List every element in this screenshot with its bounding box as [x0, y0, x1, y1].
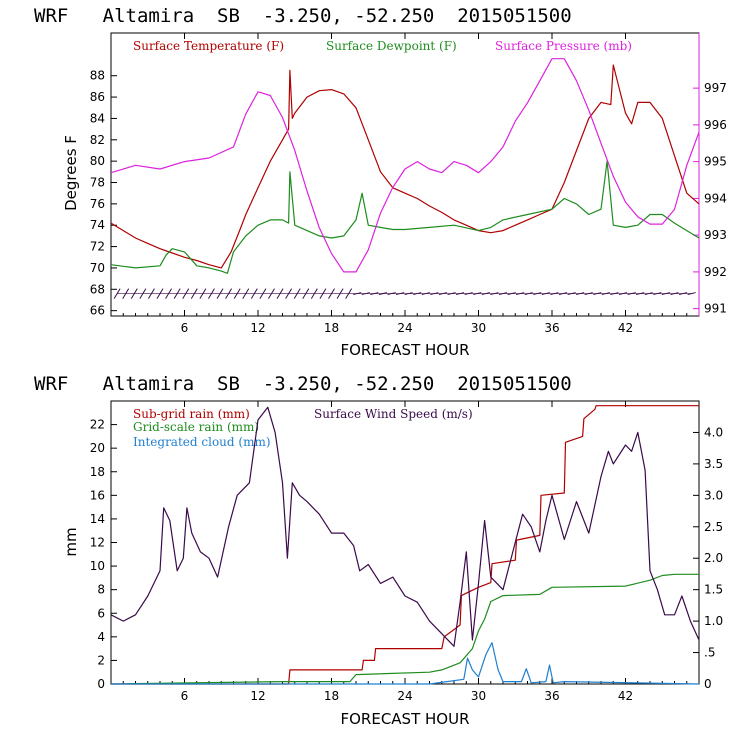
x-tick-label: 6: [181, 321, 189, 335]
y-tick-label: 68: [90, 282, 105, 296]
y2-tick-label: 2.0: [704, 551, 723, 565]
y-tick-label: 12: [90, 536, 105, 550]
y2-tick-label: 995: [704, 155, 727, 169]
x-tick-label: 6: [181, 689, 189, 703]
series-line-sub-grid-rain-mm: [111, 405, 699, 685]
y2-tick-label: 996: [704, 118, 727, 132]
y-tick-label: 86: [90, 90, 105, 104]
x-tick-label: 18: [324, 321, 339, 335]
y2-tick-label: 3.5: [704, 457, 723, 471]
series-line-surface-wind-speed-m-s: [110, 406, 700, 647]
y-tick-label: 2: [97, 653, 105, 667]
y-tick-label: 84: [90, 111, 105, 125]
x-tick-label: 12: [250, 321, 265, 335]
precipitation-panel: WRF Altamira SB -3.250, -52.250 20150515…: [34, 373, 723, 728]
legend-temperature: Surface Temperature (F): [133, 39, 284, 53]
wind-barbs-row: [113, 288, 696, 299]
x-tick-label: 30: [471, 689, 486, 703]
legend-wind-speed: Surface Wind Speed (m/s): [314, 407, 473, 421]
y-tick-label: 16: [90, 488, 105, 502]
x-tick-label: 12: [250, 689, 265, 703]
y2-tick-label: .5: [704, 646, 715, 660]
y-tick-label: 4: [97, 630, 105, 644]
top-plot-frame: [110, 32, 700, 317]
series-line-surface-dewpoint-f: [110, 160, 700, 274]
legend-integrated-cloud: Integrated cloud (mm): [133, 435, 271, 449]
y-tick-label: 18: [90, 465, 105, 479]
x-tick-label: 42: [618, 689, 633, 703]
legend-dewpoint: Surface Dewpoint (F): [326, 39, 457, 53]
y-tick-label: 22: [90, 418, 105, 432]
top-x-ticks: 6 12 18 24 30 36 42: [122, 33, 688, 335]
top-y-ticks: 66 68 70 72 74 76 78 80 82 84 86 88: [90, 69, 117, 318]
y2-tick-label: 993: [704, 228, 727, 242]
legend-pressure: Surface Pressure (mb): [495, 39, 632, 53]
top-right-y-ticks: 991 992 993 994 995 996 997: [693, 81, 727, 316]
y-tick-label: 70: [90, 261, 105, 275]
series-line-grid-scale-rain-mm: [110, 573, 699, 685]
bottom-right-y-ticks: 0 .5 1.0 1.5 2.0 2.5 3.0 3.5 4.0: [693, 425, 723, 691]
y-tick-label: 0: [97, 677, 105, 691]
bottom-y-ticks: 0 2 4 6 8 10 12 14 16 18 20 22: [90, 418, 117, 691]
y2-tick-label: 0: [704, 677, 712, 691]
y2-tick-label: 4.0: [704, 425, 723, 439]
series-line-surface-pressure-mb: [110, 58, 700, 273]
top-x-axis-label: FORECAST HOUR: [340, 341, 469, 359]
legend-grid-rain: Grid-scale rain (mm): [133, 420, 259, 434]
y-tick-label: 74: [90, 218, 105, 232]
x-tick-label: 42: [618, 321, 633, 335]
top-chart-title: WRF Altamira SB -3.250, -52.250 20150515…: [34, 5, 572, 27]
bottom-x-axis-label: FORECAST HOUR: [340, 710, 469, 728]
y-tick-label: 66: [90, 304, 105, 318]
x-tick-label: 36: [544, 321, 559, 335]
legend-subgrid-rain: Sub-grid rain (mm): [133, 407, 250, 421]
y2-tick-label: 3.0: [704, 488, 723, 502]
y2-tick-label: 2.5: [704, 520, 723, 534]
x-tick-label: 36: [544, 689, 559, 703]
bottom-series-lines: [110, 405, 700, 685]
y2-tick-label: 1.5: [704, 583, 723, 597]
x-tick-label: 24: [397, 689, 412, 703]
x-tick-label: 24: [397, 321, 412, 335]
x-tick-label: 30: [471, 321, 486, 335]
series-line-integrated-cloud-mm: [111, 642, 700, 685]
y-tick-label: 20: [90, 441, 105, 455]
bottom-chart-title: WRF Altamira SB -3.250, -52.250 20150515…: [34, 373, 572, 395]
y-tick-label: 78: [90, 176, 105, 190]
y-tick-label: 76: [90, 197, 105, 211]
y-tick-label: 8: [97, 583, 105, 597]
y-tick-label: 80: [90, 154, 105, 168]
top-series-lines: [110, 58, 700, 274]
y-tick-label: 72: [90, 240, 105, 254]
y2-tick-label: 997: [704, 81, 727, 95]
y-tick-label: 10: [90, 559, 105, 573]
y-tick-label: 82: [90, 133, 105, 147]
series-line-surface-temperature-f: [110, 64, 700, 269]
temperature-panel: WRF Altamira SB -3.250, -52.250 20150515…: [34, 5, 727, 359]
y2-tick-label: 992: [704, 265, 727, 279]
bottom-y-axis-label: mm: [62, 527, 80, 556]
y-tick-label: 88: [90, 69, 105, 83]
top-y-axis-label: Degrees F: [62, 135, 80, 211]
y-tick-label: 14: [90, 512, 105, 526]
y2-tick-label: 994: [704, 191, 727, 205]
y2-tick-label: 1.0: [704, 614, 723, 628]
y-tick-label: 6: [97, 606, 105, 620]
y2-tick-label: 991: [704, 302, 727, 316]
x-tick-label: 18: [324, 689, 339, 703]
